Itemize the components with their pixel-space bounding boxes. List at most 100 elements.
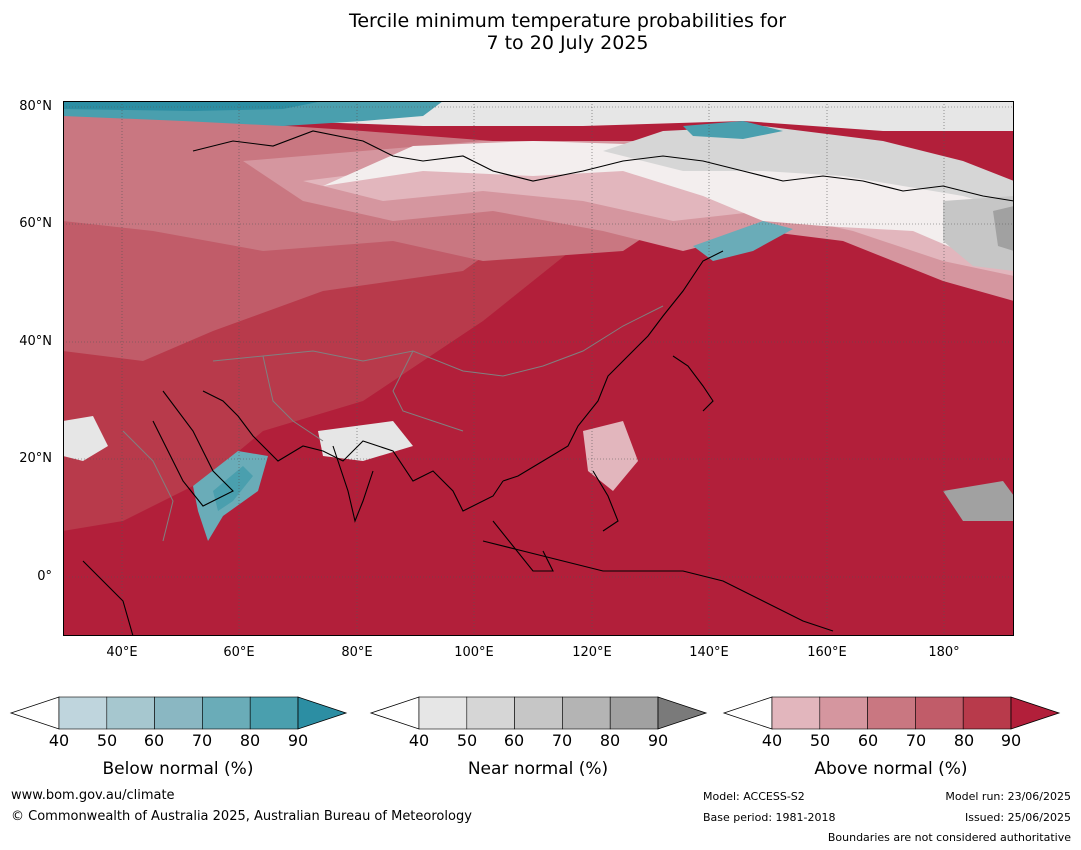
lon-label-60e: 60°E: [223, 645, 255, 660]
near-tick-40: 40: [408, 731, 430, 750]
near-normal-region-tibet: [318, 421, 413, 461]
near-normal-region-pacific: [943, 481, 1014, 521]
above-tick-70: 70: [905, 731, 927, 750]
near-tick-80: 80: [599, 731, 621, 750]
title-line-1: Tercile minimum temperature probabilitie…: [348, 10, 787, 32]
colorbar-extend-high: [657, 696, 708, 730]
malay-coast: [492, 520, 554, 572]
east-africa-coast: [82, 560, 134, 636]
colorbar-segment: [771, 696, 821, 730]
above-tick-90: 90: [1000, 731, 1022, 750]
arctic-coast: [192, 130, 1014, 202]
colorbar-extend-high: [297, 696, 348, 730]
colorbars: [9, 696, 1061, 730]
above-normal-40-region: [303, 151, 1014, 276]
website-link[interactable]: www.bom.gov.au/climate: [11, 788, 175, 803]
lat-label-equator: 0°: [37, 569, 52, 584]
colorbar-segment: [819, 696, 868, 730]
map-canvas: [63, 101, 1014, 636]
colorbar-above-normal: [722, 696, 1061, 730]
lat-label-80n: 80°N: [19, 99, 52, 114]
colorbar-segment: [106, 696, 155, 730]
issued-text: Issued: 25/06/2025: [964, 811, 1071, 824]
below-normal-region-okhotsk: [693, 221, 793, 261]
below-tick-50: 50: [96, 731, 118, 750]
near-tick-60: 60: [503, 731, 525, 750]
above-normal-40-region-south-china-sea: [583, 421, 638, 491]
map-gridlines: [63, 101, 1014, 636]
near-normal-region-arctic: [603, 126, 1014, 211]
colorbar-title-below-normal: Below normal (%): [102, 759, 254, 779]
colorbar-extend-low: [722, 696, 773, 730]
border-line-4: [122, 430, 174, 542]
below-tick-80: 80: [239, 731, 261, 750]
border-line-2: [262, 355, 324, 442]
below-normal-region-laptev: [683, 121, 783, 139]
philippines-coast: [592, 470, 619, 532]
red-sea-coast: [152, 390, 234, 507]
colorbar-segment: [58, 696, 108, 730]
above-tick-80: 80: [953, 731, 975, 750]
lat-label-20n: 20°N: [19, 451, 52, 466]
japan-coast: [672, 355, 714, 412]
disclaimer-text: Boundaries are not considered authoritat…: [827, 831, 1071, 844]
map-frame: [63, 101, 1014, 636]
lon-label-120e: 120°E: [572, 645, 612, 660]
maritime-continent-coast: [482, 540, 834, 632]
colorbar-segment: [867, 696, 916, 730]
below-tick-90: 90: [287, 731, 309, 750]
model-text: Model: ACCESS-S2: [703, 790, 805, 803]
near-normal-region-north-africa: [63, 416, 108, 461]
colorbar-extend-low: [369, 696, 420, 730]
lon-label-140e: 140°E: [689, 645, 729, 660]
lon-label-80e: 80°E: [341, 645, 373, 660]
below-tick-40: 40: [48, 731, 70, 750]
lon-label-180: 180°: [928, 645, 960, 660]
colorbar-segment: [418, 696, 468, 730]
near-tick-70: 70: [551, 731, 573, 750]
colorbar-segment: [202, 696, 251, 730]
title-line-2: 7 to 20 July 2025: [486, 32, 649, 54]
colorbar-title-above-normal: Above normal (%): [814, 759, 968, 779]
arctic-band: [263, 101, 1014, 131]
above-tick-40: 40: [761, 731, 783, 750]
below-normal-region-arabia-core: [213, 466, 253, 511]
near-tick-50: 50: [456, 731, 478, 750]
east-asia-coast: [502, 250, 724, 482]
model-run-text: Model run: 23/06/2025: [945, 790, 1071, 803]
above-tick-50: 50: [809, 731, 831, 750]
colorbar-segment: [466, 696, 515, 730]
chart-title: Tercile minimum temperature probabilitie…: [0, 10, 1081, 54]
south-asia-coast: [202, 390, 504, 512]
below-normal-90-region: [63, 101, 323, 111]
lon-label-160e: 160°E: [807, 645, 847, 660]
border-line-1: [212, 305, 664, 377]
below-tick-60: 60: [143, 731, 165, 750]
base-period-text: Base period: 1981-2018: [703, 811, 836, 824]
colorbar-segment: [962, 696, 1012, 730]
copyright-text: © Commonwealth of Australia 2025, Austra…: [11, 809, 472, 824]
colorbar-segment: [154, 696, 203, 730]
coastlines: [82, 130, 1014, 636]
colorbar-segment: [249, 696, 299, 730]
colorbar-segment: [514, 696, 563, 730]
colorbar-segment: [915, 696, 964, 730]
colorbar-title-near-normal: Near normal (%): [467, 759, 609, 779]
lon-label-100e: 100°E: [454, 645, 494, 660]
colorbar-extend-low: [9, 696, 60, 730]
lon-label-40e: 40°E: [106, 645, 138, 660]
near-normal-high-region: [993, 206, 1014, 251]
india-coast: [332, 445, 374, 523]
above-tick-60: 60: [857, 731, 879, 750]
colorbar-extend-high: [1010, 696, 1061, 730]
colorbar-near-normal: [369, 696, 708, 730]
below-tick-70: 70: [191, 731, 213, 750]
lat-label-40n: 40°N: [19, 334, 52, 349]
country-borders: [122, 305, 664, 542]
probability-map: [63, 101, 1014, 636]
lat-label-60n: 60°N: [19, 216, 52, 231]
near-tick-90: 90: [647, 731, 669, 750]
colorbar-segment: [562, 696, 611, 730]
colorbar-segment: [609, 696, 659, 730]
colorbar-below-normal: [9, 696, 348, 730]
